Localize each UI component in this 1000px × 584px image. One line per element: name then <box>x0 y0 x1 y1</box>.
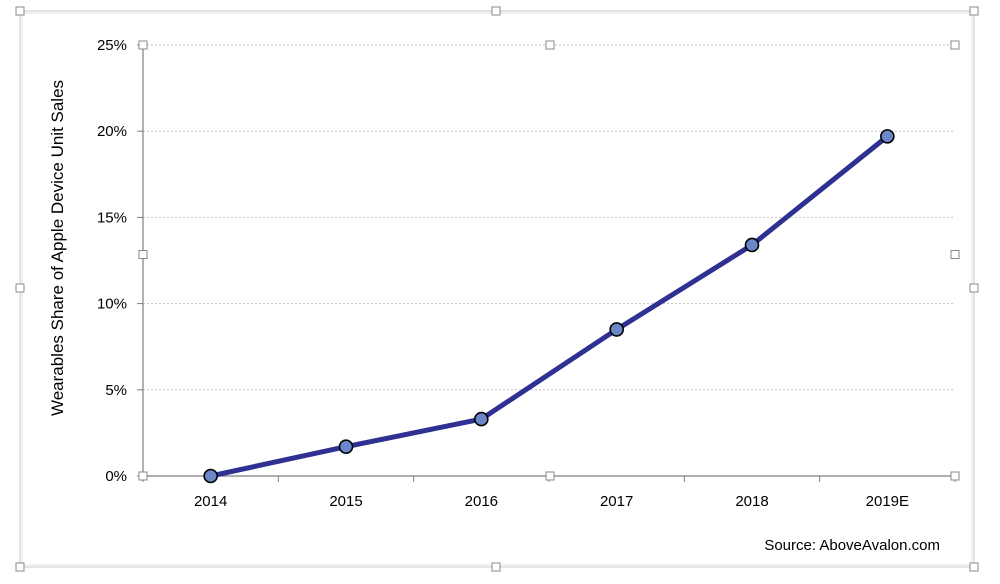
x-tick-label: 2018 <box>735 493 768 510</box>
plot-resize-handle[interactable] <box>950 250 960 259</box>
y-tick-label: 0% <box>105 468 127 485</box>
plot-resize-handle[interactable] <box>545 40 555 50</box>
resize-handle-top-right[interactable] <box>969 6 979 16</box>
resize-handle-bottom[interactable] <box>491 562 501 572</box>
resize-handle-top[interactable] <box>491 6 501 16</box>
x-tick-label: 2015 <box>329 493 362 510</box>
x-tick-label: 2014 <box>194 493 227 510</box>
data-point[interactable] <box>474 411 489 427</box>
resize-handle-bottom-left[interactable] <box>15 562 25 572</box>
data-point[interactable] <box>880 129 895 144</box>
plot-resize-handle[interactable] <box>545 471 555 481</box>
y-tick-label: 15% <box>97 209 127 226</box>
y-tick-label: 5% <box>105 382 127 399</box>
plot-resize-handle[interactable] <box>138 40 148 50</box>
x-tick-label: 2019E <box>866 493 909 510</box>
y-tick-labels: 0% 5% 10% 15% 20% 25% <box>97 37 127 485</box>
resize-handle-top-left[interactable] <box>15 6 25 16</box>
data-point[interactable] <box>609 322 624 337</box>
x-tick-label: 2016 <box>465 493 498 510</box>
selection-handles <box>15 6 979 572</box>
data-point[interactable] <box>338 439 354 454</box>
series <box>203 129 895 484</box>
resize-handle-left[interactable] <box>15 283 25 293</box>
plot-resize-handle[interactable] <box>138 471 148 481</box>
y-tick-label: 25% <box>97 37 127 54</box>
plot-resize-handle[interactable] <box>950 471 960 481</box>
resize-handle-bottom-right[interactable] <box>969 562 979 572</box>
x-tick-labels: 2014 2015 2016 2017 2018 2019E <box>194 493 909 510</box>
data-point[interactable] <box>744 237 760 253</box>
plot-area-handles <box>138 40 960 481</box>
plot-resize-handle[interactable] <box>138 250 148 259</box>
y-axis-title: Wearables Share of Apple Device Unit Sal… <box>48 80 67 416</box>
plot-resize-handle[interactable] <box>950 40 960 50</box>
resize-handle-right[interactable] <box>969 283 979 293</box>
series-line <box>208 133 890 479</box>
data-point[interactable] <box>203 468 218 484</box>
chart-frame <box>19 10 975 568</box>
y-tick-label: 10% <box>97 296 127 313</box>
y-tick-label: 20% <box>97 123 127 140</box>
source-annotation: Source: AboveAvalon.com <box>764 537 940 554</box>
x-tick-label: 2017 <box>600 493 633 510</box>
